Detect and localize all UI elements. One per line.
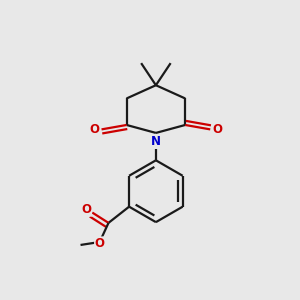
Text: N: N [151,135,161,148]
Text: O: O [89,123,99,136]
Text: O: O [81,203,92,216]
Text: O: O [213,123,223,136]
Text: O: O [95,237,105,250]
